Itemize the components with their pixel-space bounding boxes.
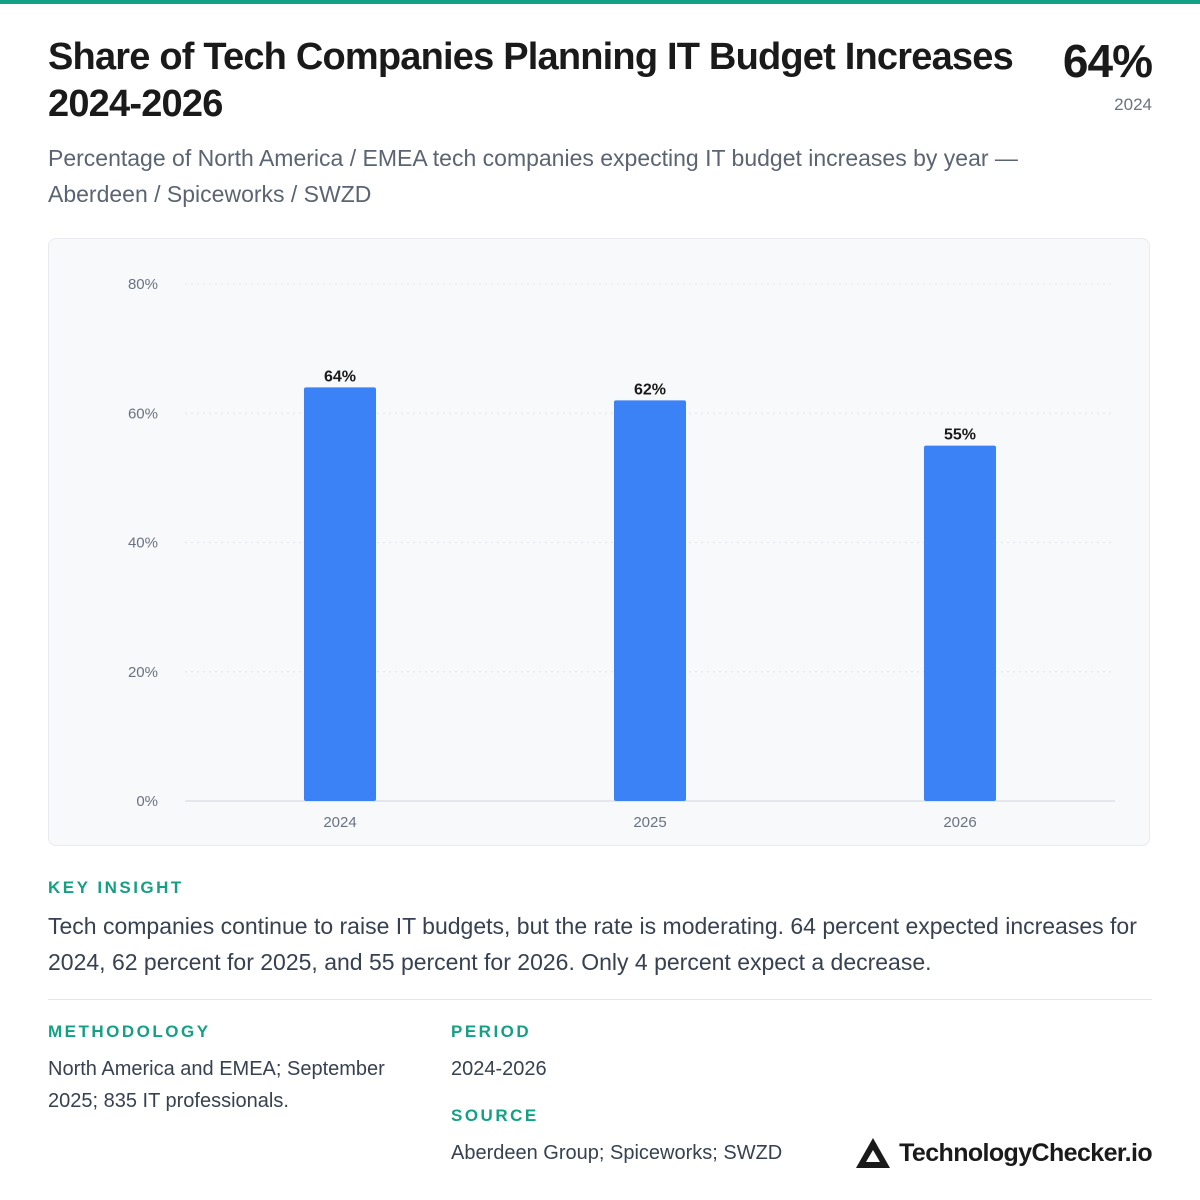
page-subtitle: Percentage of North America / EMEA tech … xyxy=(48,145,1018,207)
y-tick-label: 0% xyxy=(136,793,158,810)
bar-2025 xyxy=(614,400,686,801)
brand-logo: TechnologyChecker.io xyxy=(855,1136,1153,1170)
top-accent-rule xyxy=(0,0,1200,4)
y-tick-label: 20% xyxy=(128,664,158,681)
y-tick-label: 60% xyxy=(128,405,158,422)
divider xyxy=(48,999,1152,1000)
period-text: 2024-2026 xyxy=(451,1058,547,1080)
source-text: Aberdeen Group; Spiceworks; SWZD xyxy=(451,1142,783,1164)
data-label: 62% xyxy=(634,381,666,398)
source-label: SOURCE xyxy=(451,1106,539,1125)
data-labels: 64% 62% 55% xyxy=(324,368,976,443)
triangle-logo-icon xyxy=(856,1138,891,1168)
y-axis-ticks: 0% 20% 40% 60% 80% xyxy=(128,276,158,810)
data-label: 55% xyxy=(944,427,976,444)
data-label: 64% xyxy=(324,368,356,385)
kpi-value: 64% xyxy=(1062,35,1153,87)
brand-name: TechnologyChecker.io xyxy=(899,1138,1152,1167)
bar-2026 xyxy=(924,445,996,801)
bar-2024 xyxy=(304,387,376,801)
x-axis-ticks: 2024 2025 2026 xyxy=(323,814,976,831)
bar-chart: 0% 20% 40% 60% 80% 64% 62% 55% 2024 2025 2026 xyxy=(128,276,1115,831)
x-tick-label: 2025 xyxy=(633,814,666,831)
chart-card: 0% 20% 40% 60% 80% 64% 62% 55% 2024 2025 2026 xyxy=(48,238,1150,846)
bars xyxy=(304,387,996,801)
methodology-label: METHODOLOGY xyxy=(48,1022,211,1041)
methodology-text: North America and EMEA; September 2025; … xyxy=(48,1058,385,1112)
page-title: Share of Tech Companies Planning IT Budg… xyxy=(48,36,1014,125)
y-tick-label: 40% xyxy=(128,535,158,552)
insight-label: KEY INSIGHT xyxy=(48,878,184,897)
kpi-label: 2024 xyxy=(1114,95,1152,114)
insight-text: Tech companies continue to raise IT budg… xyxy=(48,913,1137,975)
x-tick-label: 2024 xyxy=(323,814,356,831)
y-tick-label: 80% xyxy=(128,276,158,293)
period-label: PERIOD xyxy=(451,1022,532,1041)
x-tick-label: 2026 xyxy=(943,814,976,831)
